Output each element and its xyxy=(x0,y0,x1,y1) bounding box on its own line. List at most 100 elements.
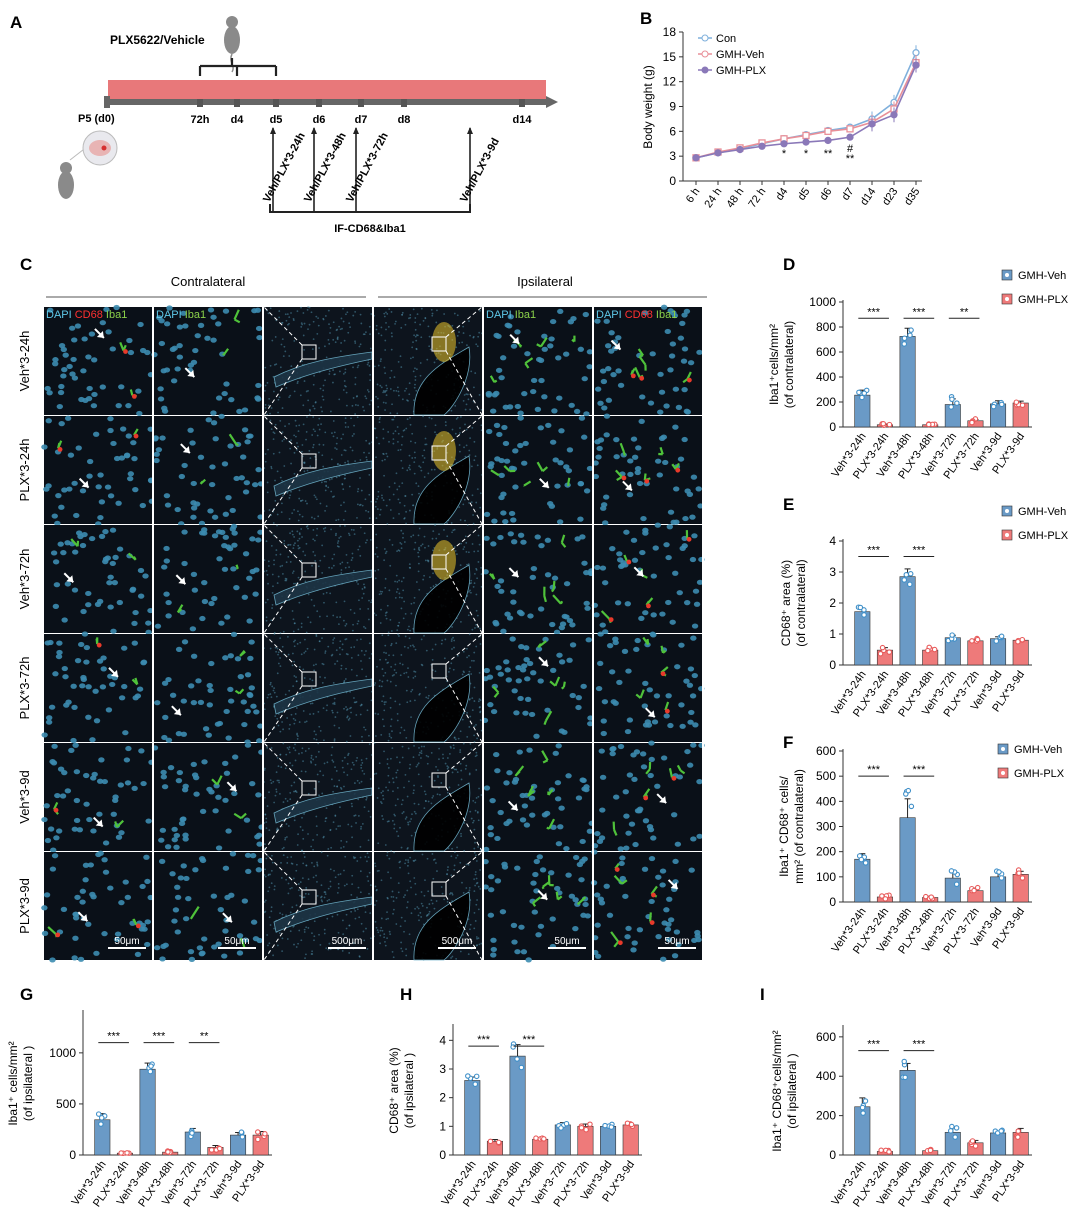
row-label: PLX*3-9d xyxy=(17,878,32,934)
tissue-speckle xyxy=(460,835,463,837)
tissue-speckle xyxy=(291,610,294,612)
tissue-speckle xyxy=(336,328,339,331)
tissue-speckle xyxy=(468,449,471,452)
tissue-speckle xyxy=(471,709,474,712)
tissue-speckle xyxy=(413,386,416,389)
tissue-speckle xyxy=(297,889,300,892)
tissue-speckle xyxy=(264,813,267,816)
nucleus xyxy=(145,620,152,626)
tissue-speckle xyxy=(413,334,415,337)
tissue-speckle xyxy=(279,565,282,568)
nucleus xyxy=(237,674,245,680)
tissue-speckle xyxy=(293,508,296,511)
arrow-icon xyxy=(512,336,520,344)
tissue-speckle xyxy=(328,942,331,945)
tissue-speckle xyxy=(316,332,319,335)
nucleus xyxy=(617,743,625,750)
nucleus xyxy=(638,418,645,424)
tissue-speckle xyxy=(368,657,371,660)
tissue-speckle xyxy=(420,638,423,641)
nucleus xyxy=(488,874,495,880)
tissue-speckle xyxy=(325,817,328,819)
nucleus xyxy=(617,382,625,388)
tissue-speckle xyxy=(285,561,288,564)
nucleus xyxy=(215,845,223,851)
nucleus xyxy=(49,957,56,963)
nucleus xyxy=(498,494,505,501)
tissue-speckle xyxy=(378,679,381,682)
tissue-speckle xyxy=(433,468,436,471)
nucleus xyxy=(541,346,548,352)
nucleus xyxy=(492,751,500,758)
nucleus xyxy=(160,368,167,374)
tissue-speckle xyxy=(313,604,316,607)
nucleus xyxy=(535,932,542,938)
tissue-speckle xyxy=(312,320,315,323)
nucleus xyxy=(582,901,589,908)
tissue-speckle xyxy=(432,859,435,861)
tissue-speckle xyxy=(343,771,345,774)
nucleus xyxy=(242,937,249,943)
nucleus xyxy=(544,537,552,543)
tissue-speckle xyxy=(383,936,386,939)
tissue-speckle xyxy=(267,944,269,947)
nucleus xyxy=(594,318,601,324)
tissue-speckle xyxy=(364,728,367,731)
tissue-speckle xyxy=(470,817,473,820)
nucleus xyxy=(244,742,252,748)
tissue-speckle xyxy=(363,772,366,775)
nucleus xyxy=(666,896,673,902)
nucleus xyxy=(222,865,230,871)
data-point xyxy=(954,400,960,406)
tissue-speckle xyxy=(317,515,320,518)
tissue-speckle xyxy=(413,548,416,551)
tissue-speckle xyxy=(363,625,365,628)
tissue-speckle xyxy=(365,509,367,512)
nucleus xyxy=(92,688,99,694)
nucleus xyxy=(182,836,189,842)
tissue-speckle xyxy=(267,560,270,563)
tissue-speckle xyxy=(331,746,334,749)
nucleus xyxy=(190,505,198,511)
nucleus xyxy=(243,480,251,486)
tissue-speckle xyxy=(420,544,423,547)
tissue-speckle xyxy=(324,820,327,823)
tissue-speckle xyxy=(269,779,272,782)
tissue-speckle xyxy=(422,461,425,464)
nucleus xyxy=(190,571,198,577)
timeline-tick-label: d14 xyxy=(513,114,533,126)
tissue-speckle xyxy=(368,892,370,895)
nucleus xyxy=(238,475,245,481)
tissue-speckle xyxy=(363,583,365,586)
tissue-speckle xyxy=(333,553,336,556)
iba1-cell xyxy=(637,348,645,357)
tissue-speckle xyxy=(281,903,284,906)
tissue-speckle xyxy=(422,578,425,581)
data-point xyxy=(98,1121,104,1127)
tissue-speckle xyxy=(278,932,281,934)
tissue-speckle xyxy=(438,533,440,536)
data-point xyxy=(858,856,865,863)
tissue-speckle xyxy=(323,480,326,483)
nucleus xyxy=(49,866,57,872)
tissue-speckle xyxy=(427,697,430,700)
iba1-cell xyxy=(514,765,525,777)
tissue-speckle xyxy=(265,821,268,824)
tissue-speckle xyxy=(344,624,347,627)
tissue-speckle xyxy=(395,472,398,475)
ventricle-shape xyxy=(413,673,471,743)
tissue-speckle xyxy=(421,543,424,546)
tissue-speckle xyxy=(312,876,315,879)
tissue-speckle xyxy=(384,372,387,375)
tissue-speckle xyxy=(380,801,382,803)
nucleus xyxy=(83,644,91,651)
tissue-speckle xyxy=(396,719,399,722)
tissue-speckle xyxy=(477,550,479,553)
tissue-speckle xyxy=(434,424,437,427)
tissue-speckle xyxy=(341,950,344,952)
tissue-speckle xyxy=(414,321,417,324)
tissue-speckle xyxy=(297,833,299,836)
tissue-speckle xyxy=(359,554,362,557)
tissue-speckle xyxy=(463,546,466,548)
